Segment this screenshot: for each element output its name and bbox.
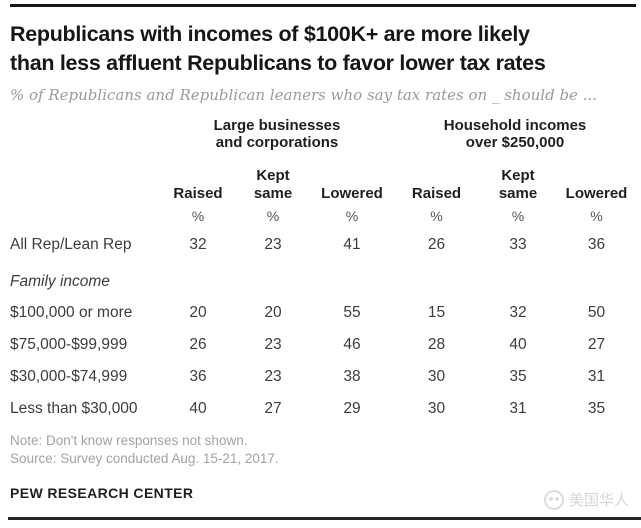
value-cell: 36 — [189, 368, 207, 385]
section-label-family-income: Family income — [10, 273, 110, 290]
unit-cell: % — [266, 208, 280, 224]
table-row-30k-74k: $30,000-$74,999 36 23 38 30 35 31 — [10, 361, 641, 393]
title-line-2: than less affluent Republicans to favor … — [10, 51, 546, 75]
value-cell: 23 — [264, 336, 282, 353]
value-cell: 30 — [427, 368, 446, 385]
value-cell: 35 — [509, 368, 527, 385]
unit-cell: % — [430, 208, 443, 224]
value-cell: 28 — [427, 336, 446, 353]
source-line: Source: Survey conducted Aug. 15-21, 201… — [10, 451, 279, 466]
footnotes: Note: Don't know responses not shown. So… — [10, 432, 631, 468]
unit-row: % % % % % % — [10, 203, 641, 229]
unit-cell: % — [511, 208, 525, 224]
row-label: $100,000 or more — [10, 304, 133, 321]
section-header-row: Family income — [10, 267, 641, 297]
col-header-raised-2: Raised — [411, 185, 462, 202]
top-rule — [10, 4, 636, 7]
value-cell: 20 — [189, 304, 207, 321]
col-header-lowered-1: Lowered — [321, 185, 383, 202]
value-cell: 46 — [343, 336, 361, 353]
value-cell: 36 — [587, 236, 606, 253]
value-cell: 29 — [343, 400, 361, 417]
value-cell: 32 — [509, 304, 527, 321]
value-cell: 50 — [587, 304, 606, 321]
value-cell: 32 — [189, 236, 207, 253]
value-cell: 15 — [427, 304, 446, 321]
note-line: Note: Don't know responses not shown. — [10, 433, 248, 448]
value-cell: 26 — [427, 236, 446, 253]
column-group-header-row: Large businesses and corporations Househ… — [10, 117, 641, 151]
meiguo-huaren-logo-icon — [543, 489, 564, 510]
group-header-large-businesses: Large businesses and corporations — [213, 117, 341, 151]
value-cell: 31 — [587, 368, 606, 385]
unit-cell: % — [191, 208, 205, 224]
group-header-household-incomes: Household incomes over $250,000 — [443, 117, 587, 151]
value-cell: 40 — [509, 336, 527, 353]
row-label: All Rep/Lean Rep — [10, 236, 132, 253]
unit-cell: % — [590, 208, 603, 224]
row-label: Less than $30,000 — [10, 400, 138, 417]
value-cell: 40 — [189, 400, 207, 417]
row-label: $30,000-$74,999 — [10, 368, 128, 385]
pew-research-center-branding: PEW RESEARCH CENTER — [10, 485, 194, 501]
col-header-raised-1: Raised — [173, 185, 223, 202]
watermark-text: 美国华人 — [568, 492, 629, 509]
value-cell: 33 — [509, 236, 527, 253]
watermark: 美国华人 — [543, 489, 629, 510]
col-header-lowered-2: Lowered — [565, 185, 628, 202]
title-line-1: Republicans with incomes of $100K+ are m… — [10, 22, 530, 46]
value-cell: 20 — [264, 304, 282, 321]
table-row-less-than-30k: Less than $30,000 40 27 29 30 31 35 — [10, 393, 641, 425]
value-cell: 23 — [264, 236, 282, 253]
value-cell: 23 — [264, 368, 282, 385]
subtitle: % of Republicans and Republican leaners … — [10, 86, 597, 104]
unit-cell: % — [345, 208, 359, 224]
col-header-kept-same-1: Kept same — [253, 167, 293, 202]
column-header-row: Raised Kept same Lowered Raised Kept sam… — [10, 163, 641, 203]
value-cell: 27 — [264, 400, 282, 417]
value-cell: 27 — [587, 336, 606, 353]
data-table: Large businesses and corporations Househ… — [0, 117, 641, 425]
col-header-kept-same-2: Kept same — [498, 167, 538, 202]
value-cell: 30 — [427, 400, 446, 417]
table-row-all-rep: All Rep/Lean Rep 32 23 41 26 33 36 — [10, 229, 641, 261]
page-title: Republicans with incomes of $100K+ are m… — [10, 20, 631, 78]
row-label: $75,000-$99,999 — [10, 336, 128, 353]
value-cell: 26 — [189, 336, 207, 353]
bottom-rule — [8, 517, 641, 520]
table-row-75k-99k: $75,000-$99,999 26 23 46 28 40 27 — [10, 329, 641, 361]
value-cell: 35 — [587, 400, 606, 417]
value-cell: 31 — [509, 400, 527, 417]
value-cell: 55 — [343, 304, 361, 321]
value-cell: 38 — [343, 368, 361, 385]
value-cell: 41 — [343, 236, 361, 253]
table-row-100k-or-more: $100,000 or more 20 20 55 15 32 50 — [10, 297, 641, 329]
